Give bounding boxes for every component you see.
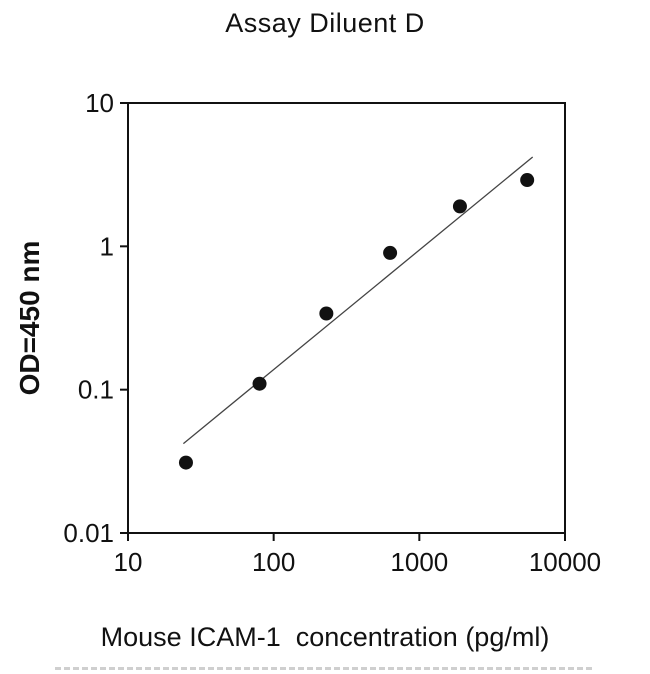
x-tick-label: 10000 [529,547,601,577]
y-tick-label: 0.1 [78,375,114,405]
data-point [178,455,193,470]
fit-line [182,156,534,445]
x-axis-label: Mouse ICAM-1 concentration (pg/ml) [100,622,550,652]
bottom-divider [55,667,592,670]
data-point [520,173,535,188]
data-point [383,245,398,260]
data-point [252,376,267,391]
data-point [452,199,467,214]
chart-title: Assay Diluent D [225,8,425,38]
x-tick-label: 100 [252,547,295,577]
y-tick-label: 0.01 [63,518,114,548]
plot-border [127,102,566,534]
x-tick-label: 1000 [390,547,448,577]
y-tick-label: 10 [85,88,114,118]
data-point [319,306,334,321]
x-tick-label: 10 [114,547,143,577]
y-tick-label: 1 [100,231,114,261]
